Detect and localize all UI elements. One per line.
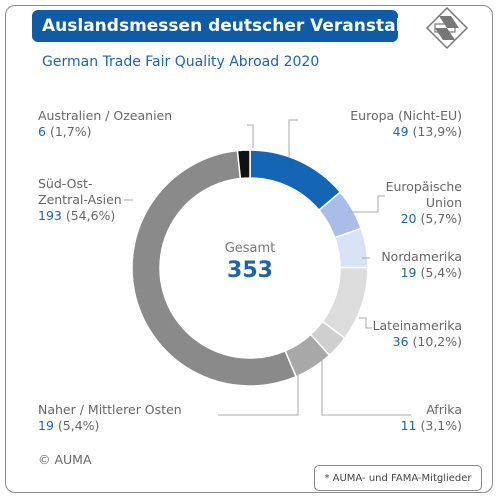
- leader-europa: [288, 119, 298, 157]
- leader-eu: [348, 195, 385, 213]
- label-asien-name1: Süd-Ost-: [38, 176, 93, 191]
- chart-frame: [5, 5, 493, 493]
- footnote: * AUMA- und FAMA-Mitglieder: [314, 465, 482, 491]
- label-afrika-value: 11: [400, 418, 417, 433]
- label-naher-value: 19: [38, 418, 54, 433]
- label-afrika: Afrika 11 (3,1%): [401, 402, 462, 434]
- label-australien-percent: (1,7%): [49, 124, 92, 139]
- center-value: 353: [227, 258, 273, 283]
- label-europa-value: 49: [392, 124, 409, 139]
- donut-slice-0: [249, 149, 342, 212]
- label-nordamerika: Nordamerika 19 (5,4%): [381, 249, 462, 281]
- leader-lateinamerika: [359, 317, 372, 329]
- label-lateinamerika-percent: (10,2%): [412, 334, 462, 349]
- leader-naher: [218, 372, 299, 416]
- chart-title: Auslandsmessen deutscher Veranstalter*: [32, 10, 438, 42]
- label-afrika-percent: (3,1%): [420, 418, 462, 433]
- center-label: Gesamt: [224, 241, 276, 256]
- leader-australien: [247, 124, 254, 148]
- label-eu-name1: Europäische: [385, 179, 462, 194]
- center-total: Gesamt 353: [215, 241, 285, 283]
- donut-slice-6: [131, 149, 297, 387]
- label-asien-percent: (54,6%): [65, 208, 116, 223]
- label-eu-percent: (5,7%): [420, 211, 462, 226]
- label-europa-percent: (13,9%): [412, 124, 462, 139]
- label-nordamerika-name: Nordamerika: [381, 249, 462, 264]
- label-naher: Naher / Mittlerer Osten 19 (5,4%): [38, 402, 182, 434]
- label-naher-percent: (5,4%): [57, 418, 100, 433]
- label-australien: Australien / Ozeanien 6 (1,7%): [38, 108, 172, 140]
- label-lateinamerika-value: 36: [392, 334, 409, 349]
- label-asien-name2: Zentral-Asien: [38, 192, 122, 207]
- label-asien-value: 193: [38, 208, 62, 223]
- label-naher-name: Naher / Mittlerer Osten: [38, 402, 182, 417]
- label-lateinamerika-name: Lateinamerika: [372, 318, 462, 333]
- label-eu-name2: Union: [425, 195, 462, 210]
- label-europa-name: Europa (Nicht-EU): [350, 108, 462, 123]
- label-lateinamerika: Lateinamerika 36 (10,2%): [373, 318, 462, 350]
- label-eu-value: 20: [400, 211, 417, 226]
- auma-logo-icon: [425, 6, 469, 50]
- label-nordamerika-value: 19: [400, 265, 417, 280]
- donut-slice-7: [236, 149, 251, 180]
- chart-subtitle: German Trade Fair Quality Abroad 2020: [42, 54, 320, 70]
- label-asien: Süd-Ost- Zentral-Asien 193 (54,6%): [38, 176, 122, 224]
- label-eu: Europäische Union 20 (5,7%): [386, 179, 462, 227]
- label-nordamerika-percent: (5,4%): [420, 265, 462, 280]
- label-australien-value: 6: [38, 124, 46, 139]
- label-australien-name: Australien / Ozeanien: [38, 108, 173, 123]
- label-europa: Europa (Nicht-EU) 49 (13,9%): [350, 108, 462, 140]
- copyright: © AUMA: [38, 452, 92, 467]
- leader-afrika: [321, 357, 411, 416]
- label-afrika-name: Afrika: [426, 402, 462, 417]
